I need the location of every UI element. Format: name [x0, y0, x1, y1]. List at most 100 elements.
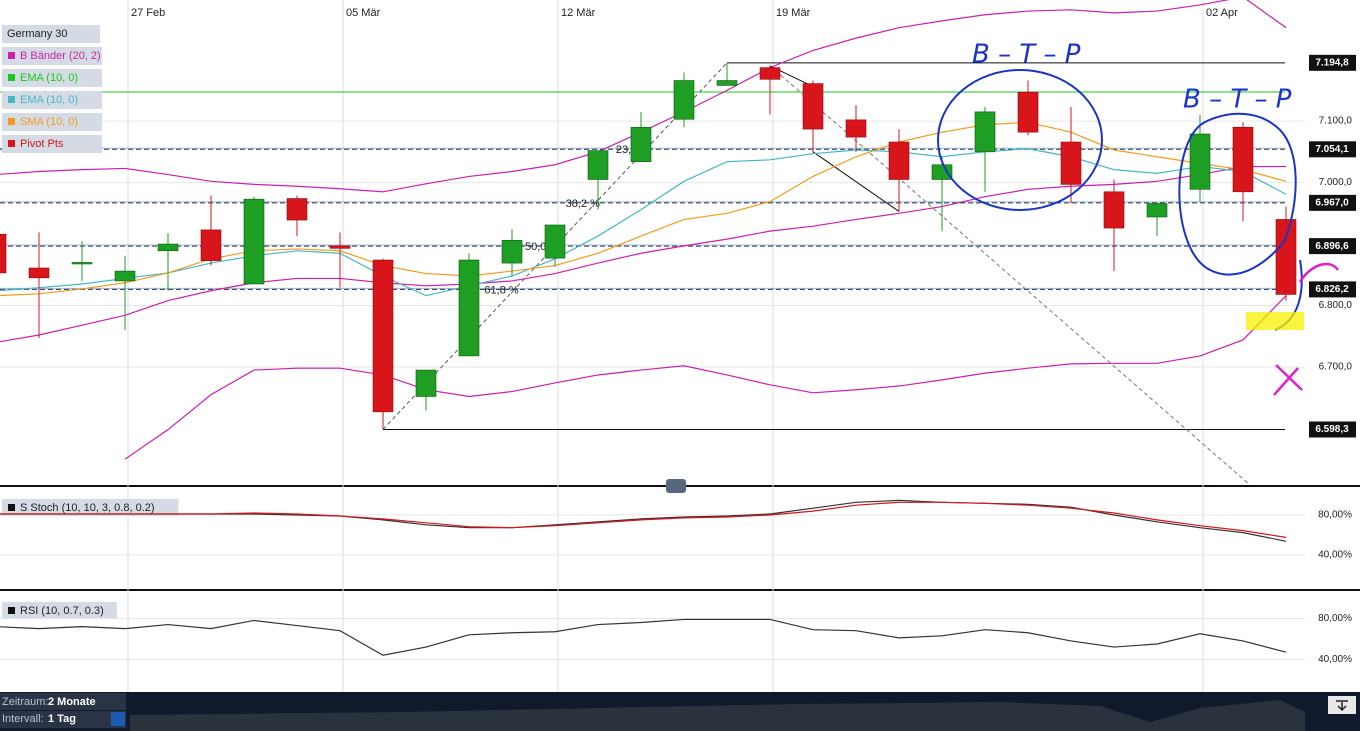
indicator-line — [0, 618, 1287, 656]
candle-body — [1189, 133, 1211, 190]
legend-item — [2, 69, 102, 87]
level-label: 7.054,1 — [1315, 144, 1349, 155]
legend-swatch — [8, 118, 15, 125]
indicator-label: RSI (10, 0.7, 0.3) — [20, 605, 104, 617]
level-label: 7.194,8 — [1315, 57, 1349, 68]
candle-body — [501, 240, 523, 264]
candle-body — [286, 198, 308, 221]
interval-box[interactable] — [0, 711, 126, 728]
level-tag — [1309, 421, 1356, 438]
resize-handle[interactable] — [666, 479, 686, 493]
level-label: 6.826,2 — [1315, 284, 1349, 295]
hand-note: B – T – P — [972, 40, 1081, 70]
indicator-line — [124, 295, 1287, 460]
hand-mark — [1273, 262, 1340, 396]
candle-body — [28, 267, 50, 279]
highlight — [1246, 312, 1304, 330]
candle-body — [1060, 141, 1082, 185]
level-label: 6.896,6 — [1315, 241, 1349, 252]
level-label: 6.967,0 — [1315, 197, 1349, 208]
candle-body — [1103, 191, 1125, 229]
legend-item — [2, 25, 100, 43]
candle-body — [888, 141, 910, 180]
candle-body — [329, 245, 351, 249]
legend-swatch — [8, 52, 15, 59]
date-label: 02 Apr — [1206, 7, 1238, 19]
y-tick-label: 6.800,0 — [1319, 300, 1353, 311]
candle-body — [716, 80, 738, 86]
legend-item — [2, 91, 102, 109]
y-tick-label: 80,00% — [1318, 613, 1352, 624]
candle-body — [673, 80, 695, 120]
candle-body — [0, 233, 7, 274]
candle-body — [1146, 203, 1168, 218]
legend-label: B Bänder (20, 2) — [20, 50, 101, 62]
date-label: 12 Mär — [561, 7, 596, 19]
candle-body — [974, 111, 996, 153]
candle-body — [759, 67, 781, 80]
indicator-label: S Stoch (10, 10, 3, 0.8, 0.2) — [20, 502, 155, 514]
candle-body — [458, 259, 480, 357]
candle-body — [931, 164, 953, 180]
legend-label: EMA (10, 0) — [20, 72, 78, 84]
candle-body — [114, 270, 136, 282]
date-label: 05 Mär — [346, 7, 381, 19]
legend-label: SMA (10, 0) — [20, 116, 78, 128]
legend-item — [2, 47, 102, 65]
y-tick-label: 6.700,0 — [1319, 362, 1353, 373]
level-tag — [1309, 141, 1356, 158]
legend-swatch — [8, 74, 15, 81]
legend-swatch — [8, 96, 15, 103]
candle-body — [587, 150, 609, 180]
hand-note: B – T – P — [1183, 85, 1292, 115]
y-tick-label: 80,00% — [1318, 510, 1352, 521]
indicator-swatch — [8, 607, 15, 614]
navigator-area — [130, 700, 1305, 731]
legend-label: Pivot Pts — [20, 138, 64, 150]
fib-label: 61,8 % — [484, 284, 518, 296]
period-value: 2 Monate — [48, 696, 96, 708]
indicator-label-bg — [2, 499, 179, 516]
legend-swatch — [8, 140, 15, 147]
scroll-icon — [1336, 700, 1348, 712]
candle-body — [1275, 219, 1297, 295]
candle-body — [415, 369, 437, 397]
date-label: 27 Feb — [131, 7, 165, 19]
indicator-label-bg — [2, 602, 117, 619]
level-tag — [1309, 281, 1356, 298]
lock-button[interactable] — [111, 712, 125, 726]
candle-body — [1232, 126, 1254, 193]
fib-label: 38,2 % — [566, 198, 600, 210]
candle-body — [157, 243, 179, 252]
indicator-line — [0, 501, 1287, 538]
interval-value: 1 Tag — [48, 713, 76, 725]
level-tag — [1309, 54, 1356, 71]
level-tag — [1309, 238, 1356, 255]
legend-item — [2, 135, 102, 153]
candle-body — [802, 83, 824, 130]
candle-body — [243, 198, 265, 285]
level-label: 6.598,3 — [1315, 424, 1349, 435]
legend-title: Germany 30 — [7, 28, 68, 40]
interval-label: Intervall: — [2, 713, 44, 725]
period-label: Zeitraum: — [2, 696, 48, 708]
candle-body — [845, 119, 867, 138]
y-tick-label: 40,00% — [1318, 654, 1352, 665]
date-label: 19 Mär — [776, 7, 811, 19]
legend-item — [2, 113, 102, 131]
candle-body — [544, 224, 566, 259]
legend-label: EMA (10, 0) — [20, 94, 78, 106]
y-tick-label: 40,00% — [1318, 550, 1352, 561]
y-tick-label: 7.100,0 — [1319, 116, 1353, 127]
period-box[interactable] — [0, 693, 126, 710]
candle-body — [372, 259, 394, 413]
indicator-swatch — [8, 504, 15, 511]
hand-circle — [937, 69, 1103, 211]
candle-body — [71, 262, 93, 265]
candle-body — [200, 229, 222, 261]
y-tick-label: 7.000,0 — [1319, 177, 1353, 188]
level-tag — [1309, 194, 1356, 211]
candle-body — [1017, 91, 1039, 133]
